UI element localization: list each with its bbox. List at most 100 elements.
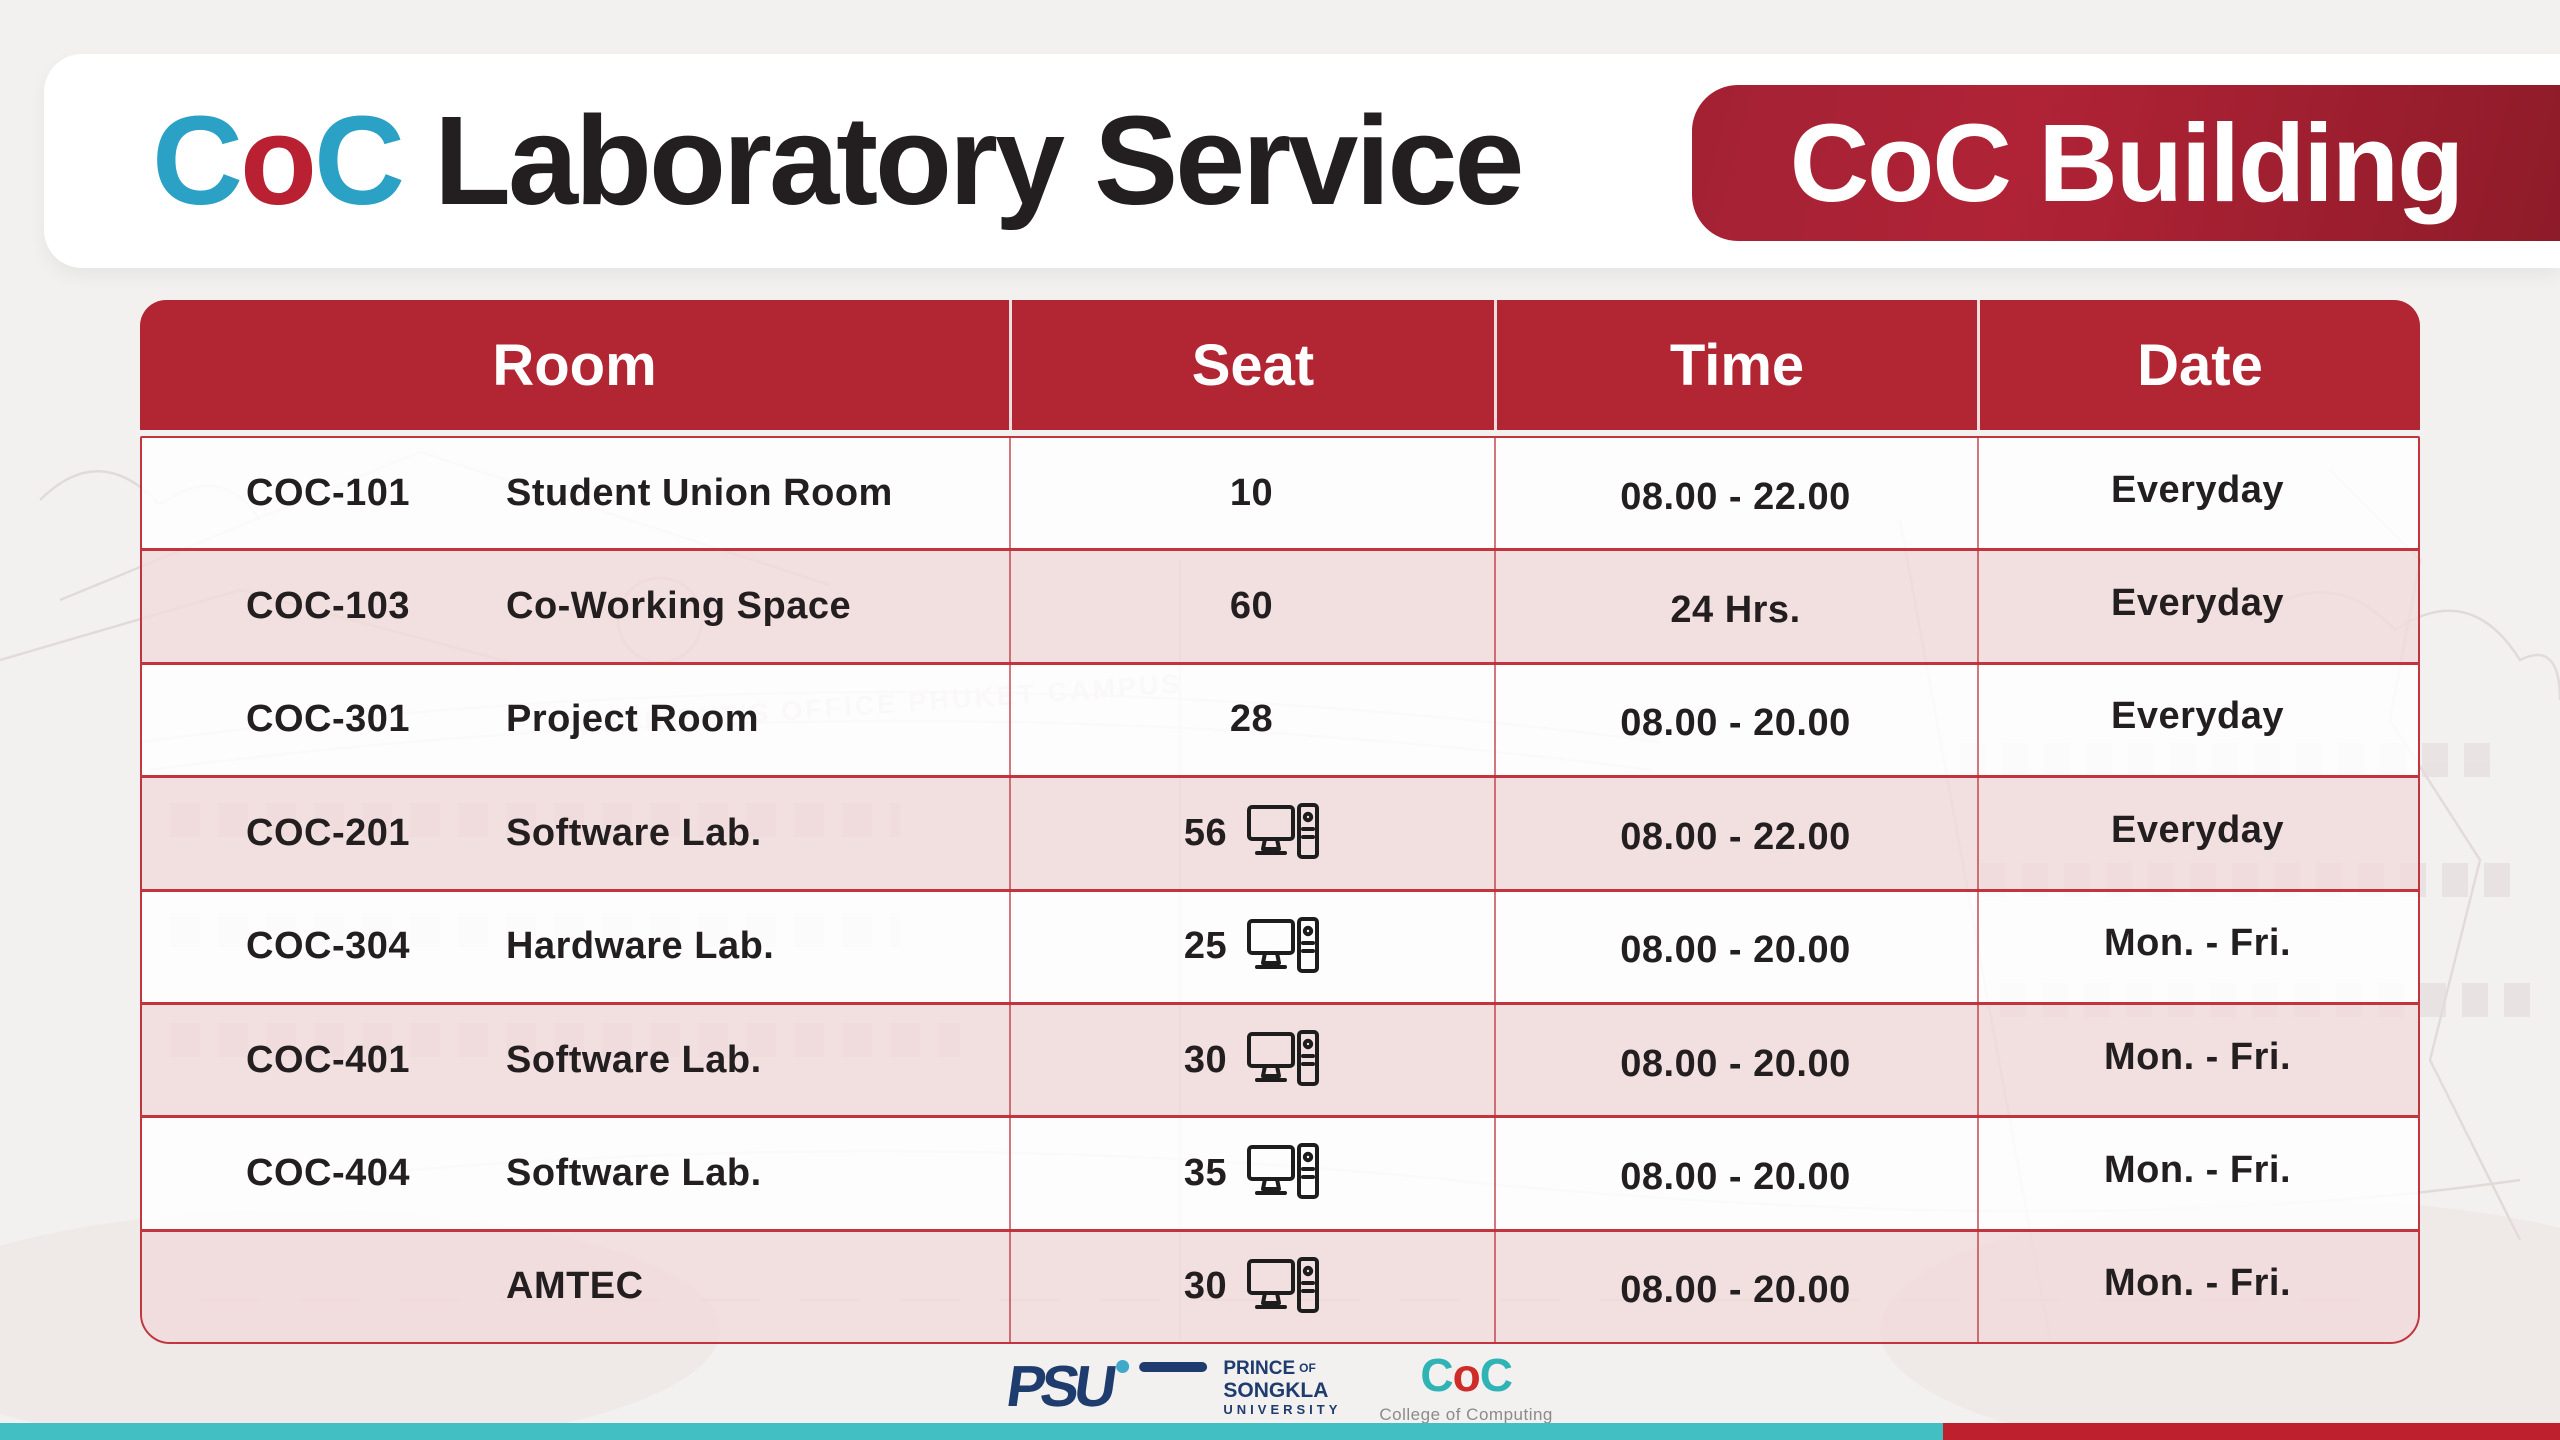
room-code: COC-301 [246,698,410,741]
seat-cell: 35 [1009,1141,1494,1205]
bottom-bar-red [1943,1423,2560,1440]
room-cell: COC-304 Hardware Lab. [142,925,1009,968]
psu-dot-icon [1116,1360,1130,1374]
column-divider [1009,438,1011,1342]
room-code: COC-201 [246,811,410,854]
room-name: Software Lab. [506,811,762,854]
computer-icon [1247,1256,1320,1313]
table-body: COC-101 Student Union Room 10 08.00 - 22… [140,436,2420,1344]
room-name: Co-Working Space [506,585,852,628]
seat-count: 30 [1183,1265,1228,1308]
room-code: COC-103 [246,585,410,628]
column-divider [1977,438,1979,1342]
room-code: COC-401 [246,1038,410,1081]
time-value: 08.00 - 20.00 [1620,1155,1851,1198]
date-value: Mon. - Fri. [2103,922,2292,965]
seat-cell: 30 [1009,1028,1494,1092]
coc-logo-letter: o [240,90,317,231]
room-name: Student Union Room [506,471,893,514]
seat-cell: 60 [1009,585,1494,628]
coc-footer-logo: CoC College of Computing [1379,1352,1552,1423]
seat-count: 10 [1229,471,1274,514]
room-cell: COC-101 Student Union Room [142,472,1009,515]
time-value: 08.00 - 22.00 [1620,475,1851,518]
computer-icon [1247,803,1320,860]
coc-footer-letter: o [1452,1349,1481,1401]
page-title: CoC Laboratory Service [152,98,1524,224]
table-row: COC-301 Project Room 28 08.00 - 20.00 Ev… [142,661,2418,776]
psu-prince: PRINCE [1223,1357,1296,1379]
room-cell: AMTEC [142,1265,1009,1308]
table-row: COC-404 Software Lab. 35 08.00 - 20.00 M… [142,1115,2418,1229]
room-cell: COC-103 Co-Working Space [142,585,1009,628]
building-badge: CoC Building [1692,85,2560,241]
page-title-text: Laboratory Service [433,90,1525,231]
coc-logo-letter: C [313,90,405,231]
time-value: 08.00 - 20.00 [1620,1042,1851,1085]
table-row: AMTEC 30 08.00 - 20.00 Mon. - Fri. [142,1228,2418,1342]
table-row: COC-101 Student Union Room 10 08.00 - 22… [142,438,2418,549]
room-cell: COC-301 Project Room [142,698,1009,741]
seat-count: 30 [1183,1038,1228,1081]
coc-caption: College of Computing [1379,1405,1553,1424]
seat-cell: 28 [1009,698,1494,741]
room-code: COC-101 [246,471,410,514]
footer-logos: PSU PRINCE OF SONGKLA UNIVERSITY CoC Coll… [1003,1352,1553,1423]
seat-cell: 56 [1009,801,1494,865]
room-cell: COC-401 Software Lab. [142,1039,1009,1082]
psu-mark: PSU [1002,1354,1117,1420]
seat-count: 28 [1229,698,1274,741]
room-name: Project Room [506,698,760,741]
date-value: Everyday [2110,582,2284,625]
room-cell: COC-201 Software Lab. [142,812,1009,855]
column-header-seat: Seat [1009,300,1494,430]
psu-logo: PSU PRINCE OF SONGKLA UNIVERSITY [1003,1354,1341,1419]
room-cell: COC-404 Software Lab. [142,1152,1009,1195]
table-row: COC-304 Hardware Lab. 25 08.00 - 20.00 M… [142,888,2418,1002]
room-name: AMTEC [506,1265,644,1308]
date-value: Mon. - Fri. [2103,1262,2292,1305]
table-row: COC-401 Software Lab. 30 08.00 - 20.00 M… [142,1001,2418,1116]
room-name: Software Lab. [506,1151,762,1194]
seat-count: 35 [1183,1151,1228,1194]
computer-icon [1247,1030,1320,1087]
column-divider [1494,438,1496,1342]
time-value: 08.00 - 20.00 [1620,1269,1851,1312]
coc-footer-letter: C [1420,1349,1453,1401]
seat-cell: 25 [1009,915,1494,979]
table-row: COC-201 Software Lab. 56 08.00 - 22.00 E… [142,775,2418,889]
date-value: Everyday [2110,468,2284,511]
seat-count: 60 [1229,585,1274,628]
column-header-room: Room [492,332,657,398]
time-value: 24 Hrs. [1670,589,1801,632]
table-row: COC-103 Co-Working Space 60 24 Hrs. Ever… [142,548,2418,662]
seat-count: 56 [1183,811,1228,854]
computer-icon [1247,916,1320,973]
seat-count: 25 [1183,925,1228,968]
room-code: COC-404 [246,1151,410,1194]
room-name: Software Lab. [506,1038,762,1081]
computer-icon [1247,1143,1320,1200]
psu-songkla: SONGKLA [1223,1379,1329,1403]
psu-of: OF [1299,1360,1316,1375]
seat-cell: 10 [1009,472,1494,515]
psu-mark-wrap: PSU [1003,1354,1208,1419]
date-value: Mon. - Fri. [2103,1035,2292,1078]
column-header-time: Time [1494,300,1977,430]
date-value: Mon. - Fri. [2103,1148,2292,1191]
column-header-date: Date [1977,300,2420,430]
coc-footer-mark: CoC [1420,1349,1513,1401]
psu-university: UNIVERSITY [1223,1401,1342,1417]
psu-wordmark: PRINCE OF SONGKLA UNIVERSITY [1223,1358,1341,1417]
date-value: Everyday [2110,695,2284,738]
time-value: 08.00 - 22.00 [1620,815,1851,858]
seat-cell: 30 [1009,1255,1494,1319]
psu-bar-icon [1139,1362,1208,1373]
time-value: 08.00 - 20.00 [1620,929,1851,972]
table-header-row: Room Seat Time Date [140,300,2420,430]
coc-footer-letter: C [1479,1349,1513,1401]
coc-logo-letter: C [152,90,243,231]
time-value: 08.00 - 20.00 [1620,702,1851,745]
date-value: Everyday [2110,808,2284,851]
bottom-bar-teal [0,1423,1943,1440]
